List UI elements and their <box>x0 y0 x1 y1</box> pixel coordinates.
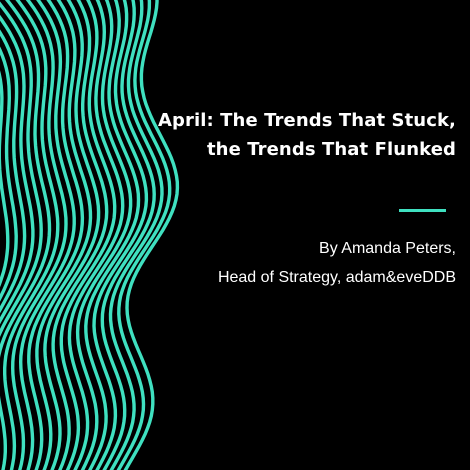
wave-line <box>0 1 43 338</box>
wave-line <box>67 0 125 470</box>
wave-line <box>0 29 27 314</box>
wave-line <box>75 0 133 470</box>
wave-line <box>18 0 76 470</box>
headline-line-2: the Trends That Flunked <box>206 139 456 160</box>
wave-line <box>51 0 109 470</box>
wave-line <box>35 0 93 470</box>
headline: April: The Trends That Stuck, the Trends… <box>126 106 456 164</box>
wave-line <box>92 0 149 470</box>
wave-line <box>100 0 156 470</box>
accent-divider <box>399 209 446 212</box>
wave-line <box>0 0 52 470</box>
wave-line <box>27 0 85 470</box>
wave-line <box>0 14 35 325</box>
wave-line <box>10 0 68 470</box>
author-name: By Amanda Peters, <box>319 240 456 257</box>
wave-line <box>0 70 10 288</box>
wave-line <box>43 0 101 470</box>
byline: By Amanda Peters, Head of Strategy, adam… <box>126 234 456 292</box>
wave-line <box>0 46 18 302</box>
wave-line <box>3 0 60 470</box>
wave-line <box>108 0 164 470</box>
wave-line <box>123 0 180 470</box>
wave-line <box>84 0 141 470</box>
author-role: Head of Strategy, adam&eveDDB <box>217 269 456 286</box>
wave-line <box>116 0 172 470</box>
wave-line <box>59 0 117 470</box>
headline-line-1: April: The Trends That Stuck, <box>157 110 456 131</box>
